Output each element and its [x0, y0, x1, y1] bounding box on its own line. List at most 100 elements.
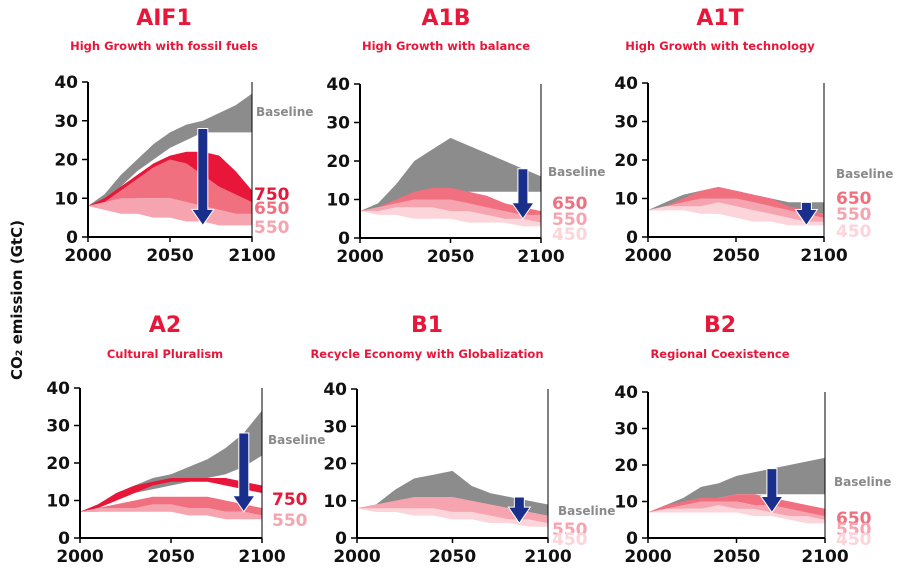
- y-tick-label: 40: [46, 379, 70, 399]
- band-550: [88, 198, 252, 226]
- scenario-label-550: 550: [552, 210, 588, 230]
- scenario-label-750: 750: [272, 490, 308, 510]
- baseline-label: Baseline: [836, 167, 893, 181]
- scenario-label-550: 550: [552, 520, 588, 540]
- scenario-label-450: 450: [836, 222, 872, 242]
- band-550: [360, 199, 541, 223]
- y-tick-label: 40: [54, 73, 78, 93]
- scenario-label-550: 550: [254, 218, 290, 238]
- baseline-label: Baseline: [558, 504, 615, 518]
- band-450: [648, 505, 825, 524]
- y-tick-label: 20: [46, 454, 70, 474]
- x-tick-label: 2000: [333, 547, 380, 567]
- reduction-arrow: [759, 468, 784, 514]
- panel-subtitle: High Growth with balance: [362, 39, 530, 53]
- y-tick-label: 30: [54, 112, 78, 132]
- y-tick-label: 30: [614, 113, 638, 133]
- x-tick-label: 2100: [524, 547, 571, 567]
- y-tick-label: 20: [614, 456, 638, 476]
- panel-title: B2: [704, 313, 736, 338]
- x-tick-label: 2050: [146, 246, 193, 266]
- band-baseline: [88, 93, 252, 206]
- band-baseline: [80, 410, 262, 512]
- y-tick-label: 40: [323, 380, 347, 400]
- reduction-arrow: [794, 201, 819, 227]
- panel-a2: A2 Cultural Pluralism 0 10 20 30 40 2000 2050 210…: [46, 313, 325, 567]
- band-650: [648, 186, 824, 222]
- x-tick-label: 2000: [624, 547, 671, 567]
- band-550: [80, 504, 262, 520]
- panel-a1t: A1T High Growth with technology 0 10 20 30 40 2…: [614, 6, 893, 266]
- x-tick-label: 2100: [517, 247, 564, 267]
- y-tick-label: 10: [614, 493, 638, 513]
- baseline-label: Baseline: [256, 105, 313, 119]
- x-tick-label: 2050: [712, 246, 759, 266]
- y-tick-label: 0: [626, 228, 638, 248]
- reduction-arrow: [507, 496, 532, 524]
- x-tick-label: 2050: [713, 547, 760, 567]
- y-tick-label: 0: [626, 529, 638, 549]
- scenario-label-650: 650: [254, 199, 290, 219]
- y-tick-label: 10: [54, 189, 78, 209]
- y-tick-label: 10: [46, 492, 70, 512]
- band-750: [80, 478, 262, 512]
- x-tick-label: 2000: [624, 246, 671, 266]
- band-baseline: [648, 457, 825, 513]
- scenario-label-650: 650: [552, 194, 588, 214]
- panel-subtitle: Recycle Economy with Globalization: [310, 347, 543, 361]
- y-tick-label: 10: [323, 492, 347, 512]
- x-tick-label: 2050: [429, 547, 476, 567]
- y-tick-label: 30: [614, 420, 638, 440]
- panel-title: A1B: [421, 6, 470, 31]
- y-tick-label: 0: [66, 228, 78, 248]
- panel-title: A2: [149, 313, 181, 338]
- x-tick-label: 2050: [427, 247, 474, 267]
- scenario-label-450: 450: [836, 530, 872, 550]
- scenario-label-550: 550: [272, 511, 308, 531]
- y-tick-label: 0: [335, 529, 347, 549]
- x-tick-label: 2100: [800, 246, 847, 266]
- scenario-label-750: 750: [254, 185, 290, 205]
- x-tick-label: 2000: [56, 547, 103, 567]
- band-650: [88, 159, 252, 218]
- y-tick-label: 20: [323, 455, 347, 475]
- panel-b2: B2 Regional Coexistence 0 10 20 30 40 2000 2050 2…: [614, 313, 891, 567]
- x-tick-label: 2100: [238, 547, 285, 567]
- panel-subtitle: High Growth with fossil fuels: [70, 39, 258, 53]
- band-450: [648, 202, 824, 226]
- panel-aif1: AIF1 High Growth with fossil fuels 0 10 20 30…: [54, 6, 313, 266]
- x-tick-label: 2050: [147, 547, 194, 567]
- baseline-label: Baseline: [268, 433, 325, 447]
- x-tick-label: 2000: [336, 247, 383, 267]
- panel-b1: B1 Recycle Economy with Globalization 0 10 2…: [310, 313, 615, 567]
- scenario-label-550: 550: [836, 205, 872, 225]
- scenario-label-450: 450: [552, 530, 588, 550]
- reduction-arrow: [190, 128, 215, 227]
- band-450: [357, 508, 548, 527]
- y-tick-label: 10: [326, 191, 350, 211]
- panel-title: A1T: [696, 6, 743, 31]
- panel-title: AIF1: [136, 6, 192, 31]
- panel-a1b: A1B High Growth with balance 0 10 20 30 40 2000…: [326, 6, 605, 267]
- panel-subtitle: High Growth with technology: [625, 39, 815, 53]
- band-baseline: [360, 137, 541, 212]
- y-tick-label: 40: [326, 75, 350, 95]
- baseline-label: Baseline: [548, 165, 605, 179]
- baseline-label: Baseline: [834, 475, 891, 489]
- band-750: [88, 151, 252, 206]
- reduction-arrow: [510, 168, 535, 220]
- panel-subtitle: Cultural Pluralism: [107, 347, 223, 361]
- panel-subtitle: Regional Coexistence: [650, 347, 789, 361]
- band-650: [648, 494, 825, 520]
- band-450: [360, 207, 541, 227]
- scenario-label-550: 550: [836, 520, 872, 540]
- x-tick-label: 2000: [64, 246, 111, 266]
- y-tick-label: 30: [326, 114, 350, 134]
- y-tick-label: 20: [326, 152, 350, 172]
- scenario-label-450: 450: [552, 225, 588, 245]
- y-tick-label: 40: [614, 74, 638, 94]
- y-tick-label: 40: [614, 383, 638, 403]
- x-tick-label: 2100: [228, 246, 275, 266]
- y-axis-label: CO₂ emission (GtC): [8, 220, 26, 380]
